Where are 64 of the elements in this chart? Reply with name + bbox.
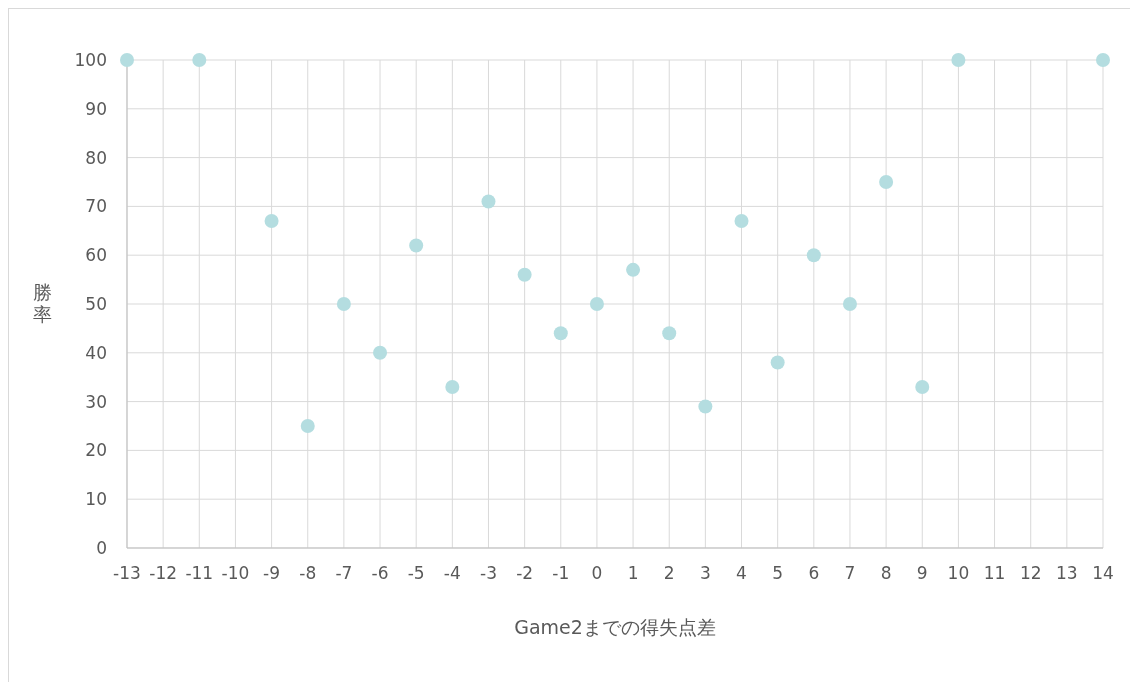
y-tick-label: 10 — [85, 489, 107, 510]
point — [915, 379, 930, 394]
x-tick-label: 1 — [627, 563, 639, 583]
x-tick-label: 7 — [844, 563, 856, 583]
point — [698, 399, 713, 414]
point — [1096, 53, 1110, 67]
x-tick-label: 3 — [699, 563, 711, 583]
point — [373, 345, 388, 360]
point — [517, 267, 532, 282]
x-tick-label: -3 — [480, 563, 497, 583]
x-tick-label: 11 — [983, 563, 1006, 583]
point — [879, 175, 894, 189]
point — [120, 53, 134, 67]
point — [264, 214, 279, 229]
y-tick-label: 40 — [85, 342, 107, 363]
x-tick-label: 10 — [947, 563, 970, 583]
x-tick-label: 2 — [663, 563, 675, 583]
y-tick-label: 30 — [85, 391, 107, 412]
point — [626, 262, 641, 277]
y-tick-label: 70 — [85, 196, 107, 217]
point — [300, 419, 315, 433]
point — [770, 355, 785, 370]
x-tick-label: 6 — [808, 563, 820, 583]
x-tick-label: -11 — [185, 563, 214, 583]
point — [734, 214, 749, 229]
x-tick-label: 14 — [1092, 563, 1114, 583]
x-tick-label: -9 — [263, 563, 281, 583]
point — [806, 248, 821, 263]
y-tick-label: 0 — [96, 538, 107, 558]
x-tick-label: 5 — [772, 563, 784, 583]
point — [553, 326, 568, 341]
point — [409, 238, 424, 253]
x-tick-label: 9 — [916, 563, 928, 583]
point — [445, 379, 460, 394]
x-tick-label: -7 — [335, 563, 353, 583]
point — [951, 53, 966, 67]
x-axis-title: Game2までの得失点差 — [514, 616, 716, 638]
y-tick-label: 20 — [85, 440, 107, 461]
point — [192, 53, 207, 67]
x-tick-label: 13 — [1056, 563, 1078, 583]
x-tick-label: -8 — [299, 563, 317, 583]
x-tick-label: -6 — [371, 563, 389, 583]
x-tick-label: 12 — [1019, 563, 1042, 583]
y-tick-label: 90 — [85, 98, 107, 119]
x-tick-label: -10 — [221, 563, 250, 583]
x-tick-label: -1 — [552, 563, 570, 583]
x-tick-label: -4 — [443, 563, 461, 583]
y-tick-label: 60 — [85, 245, 107, 266]
x-tick-label: 4 — [736, 563, 747, 583]
x-tick-label: -2 — [516, 563, 534, 583]
x-tick-label: 8 — [880, 563, 892, 583]
x-tick-label: 0 — [591, 563, 603, 583]
point — [336, 297, 351, 311]
point — [589, 297, 604, 311]
y-tick-label: 100 — [74, 50, 107, 70]
y-tick-label: 80 — [85, 147, 107, 168]
point — [662, 326, 677, 341]
point — [481, 194, 496, 209]
y-tick-label: 50 — [85, 294, 107, 314]
x-tick-label: -12 — [149, 563, 178, 583]
y-axis-title: 勝率 — [32, 281, 52, 325]
point — [842, 297, 857, 311]
x-tick-label: -13 — [113, 563, 141, 583]
x-tick-label: -5 — [407, 563, 425, 583]
